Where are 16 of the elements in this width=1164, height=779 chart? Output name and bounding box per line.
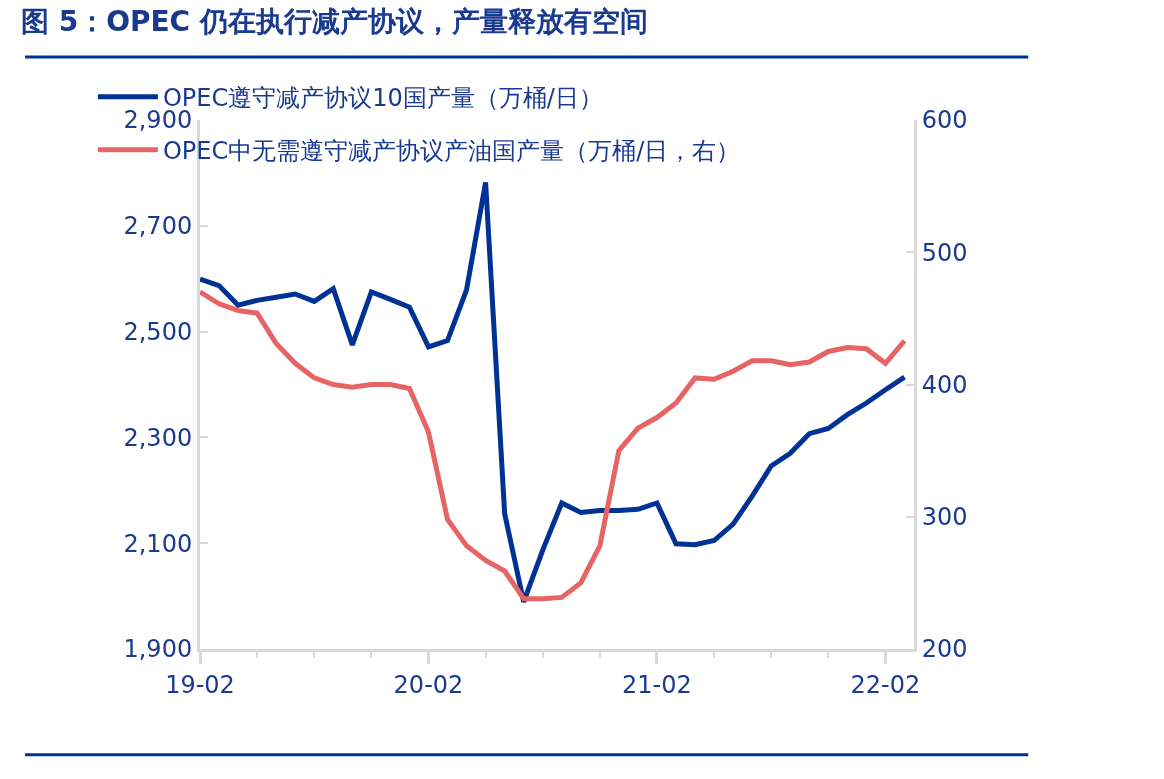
y2-tick-label: 300	[921, 503, 968, 532]
y-tick-label: 2,300	[123, 423, 193, 452]
y2-tick-label: 200	[921, 635, 968, 664]
y-tick-label: 1,900	[123, 635, 193, 664]
y2-tick-label: 400	[921, 370, 968, 399]
y2-tick-label: 600	[921, 106, 968, 135]
x-tick-label: 21-02	[622, 670, 692, 699]
legend-label: OPEC中无需遵守减产协议产油国产量（万桶/日，右）	[162, 137, 741, 166]
x-tick-label: 22-02	[850, 670, 921, 699]
y-tick-label: 2,500	[123, 318, 193, 346]
y-tick-label: 2,100	[123, 529, 193, 558]
chart-title: 图 5：OPEC 仍在执行减产协议，产量释放有空间	[20, 5, 648, 39]
x-tick-label: 19-02	[165, 670, 235, 699]
y2-tick-label: 500	[921, 238, 968, 267]
x-tick-label: 20-02	[393, 670, 464, 699]
y-tick-label: 2,700	[123, 212, 193, 241]
